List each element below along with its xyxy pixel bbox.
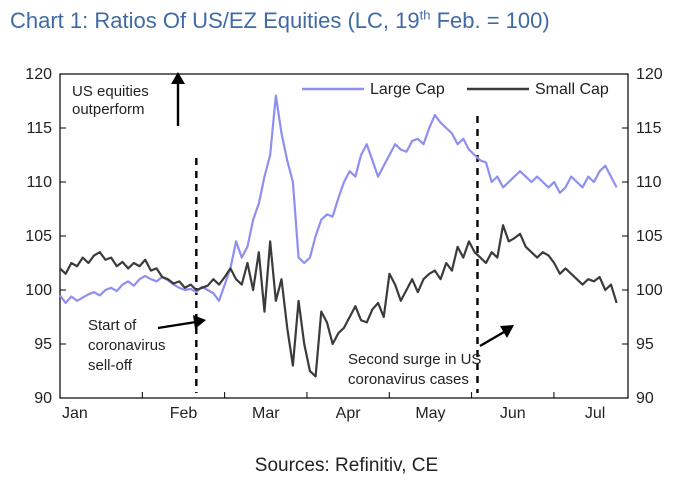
y-tick-label-right: 120 xyxy=(636,66,663,83)
x-tick-label: Jan xyxy=(62,405,88,422)
small-cap-line xyxy=(59,224,618,378)
y-tick-label-left: 120 xyxy=(25,66,52,83)
y-tick-label-left: 100 xyxy=(25,282,52,299)
y-tick-label-right: 105 xyxy=(636,228,663,245)
y-tick-label-left: 105 xyxy=(25,228,52,245)
y-tick-label-right: 115 xyxy=(636,120,662,137)
x-tick-label: Mar xyxy=(252,405,280,422)
annotation-selloff: sell-off xyxy=(88,357,133,374)
y-tick-label-right: 100 xyxy=(636,282,663,299)
chart-title: Chart 1: Ratios Of US/EZ Equities (LC, 1… xyxy=(10,7,550,33)
up-arrow-head xyxy=(171,72,185,84)
annotation-second-surge: Second surge in US xyxy=(348,351,481,368)
y-tick-label-left: 95 xyxy=(34,336,52,353)
line-chart: 90 90 95 95 100 100 105 105 110 110 115 115 120 120 Ja… xyxy=(25,66,663,422)
second-surge-arrow-shaft xyxy=(479,330,505,348)
large-cap-line xyxy=(59,94,618,305)
annotation-selloff: Start of xyxy=(88,317,137,334)
y-tick-label-left: 110 xyxy=(26,174,52,191)
y-tick-label-left: 115 xyxy=(26,120,52,137)
x-tick-label: Jul xyxy=(585,405,605,422)
second-surge-arrow-head xyxy=(500,325,514,338)
x-tick-label: Feb xyxy=(170,405,198,422)
large-cap-legend-label: Large Cap xyxy=(370,81,445,98)
x-tick-label: May xyxy=(415,405,445,422)
annotation-second-surge: coronavirus cases xyxy=(348,371,469,388)
selloff-arrow-shaft xyxy=(157,320,197,330)
source-note: Sources: Refinitiv, CE xyxy=(254,455,439,476)
y-tick-label-left: 90 xyxy=(34,390,52,407)
selloff-arrow-head xyxy=(193,315,206,329)
x-tick-label: Jun xyxy=(500,405,526,422)
x-tick-label: Apr xyxy=(336,405,362,422)
y-tick-label-right: 90 xyxy=(636,390,654,407)
y-tick-label-right: 95 xyxy=(636,336,654,353)
annotation-us-outperform: outperform xyxy=(72,101,145,118)
small-cap-legend-label: Small Cap xyxy=(535,81,609,98)
annotation-us-outperform: US equities xyxy=(72,83,149,100)
y-tick-label-right: 110 xyxy=(636,174,662,191)
annotation-selloff: coronavirus xyxy=(88,337,166,354)
